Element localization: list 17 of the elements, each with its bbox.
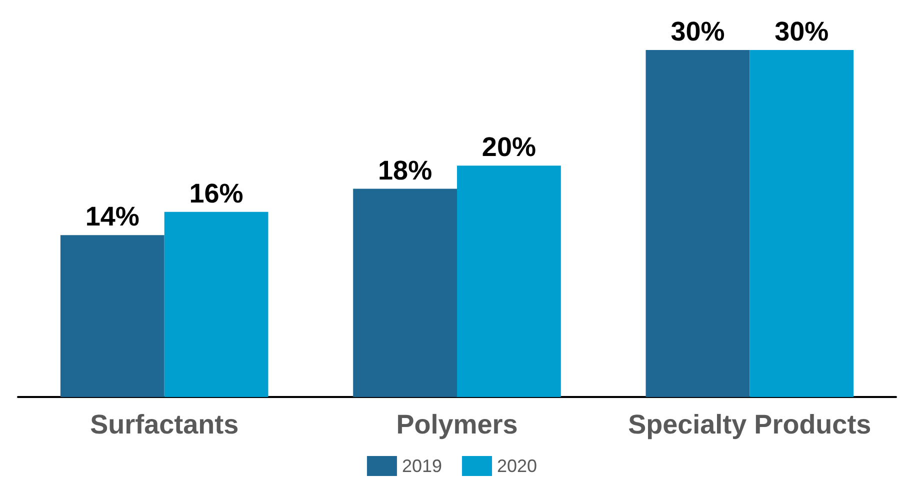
bar xyxy=(60,235,164,397)
x-tick-label: Polymers xyxy=(396,410,518,440)
bar xyxy=(164,212,268,397)
data-label: 30% xyxy=(774,16,829,46)
bar xyxy=(353,188,457,397)
data-label: 18% xyxy=(378,155,432,186)
bar xyxy=(457,166,561,397)
x-tick-label: Surfactants xyxy=(90,410,239,440)
data-label: 16% xyxy=(189,178,244,208)
bar xyxy=(750,50,854,397)
x-tick-label: Specialty Products xyxy=(628,410,872,440)
data-label: 20% xyxy=(482,132,536,162)
data-label: 30% xyxy=(670,16,725,46)
bar xyxy=(646,50,750,397)
legend-label: 2020 xyxy=(497,456,538,476)
data-label: 14% xyxy=(85,202,140,232)
legend-label: 2019 xyxy=(402,456,442,476)
